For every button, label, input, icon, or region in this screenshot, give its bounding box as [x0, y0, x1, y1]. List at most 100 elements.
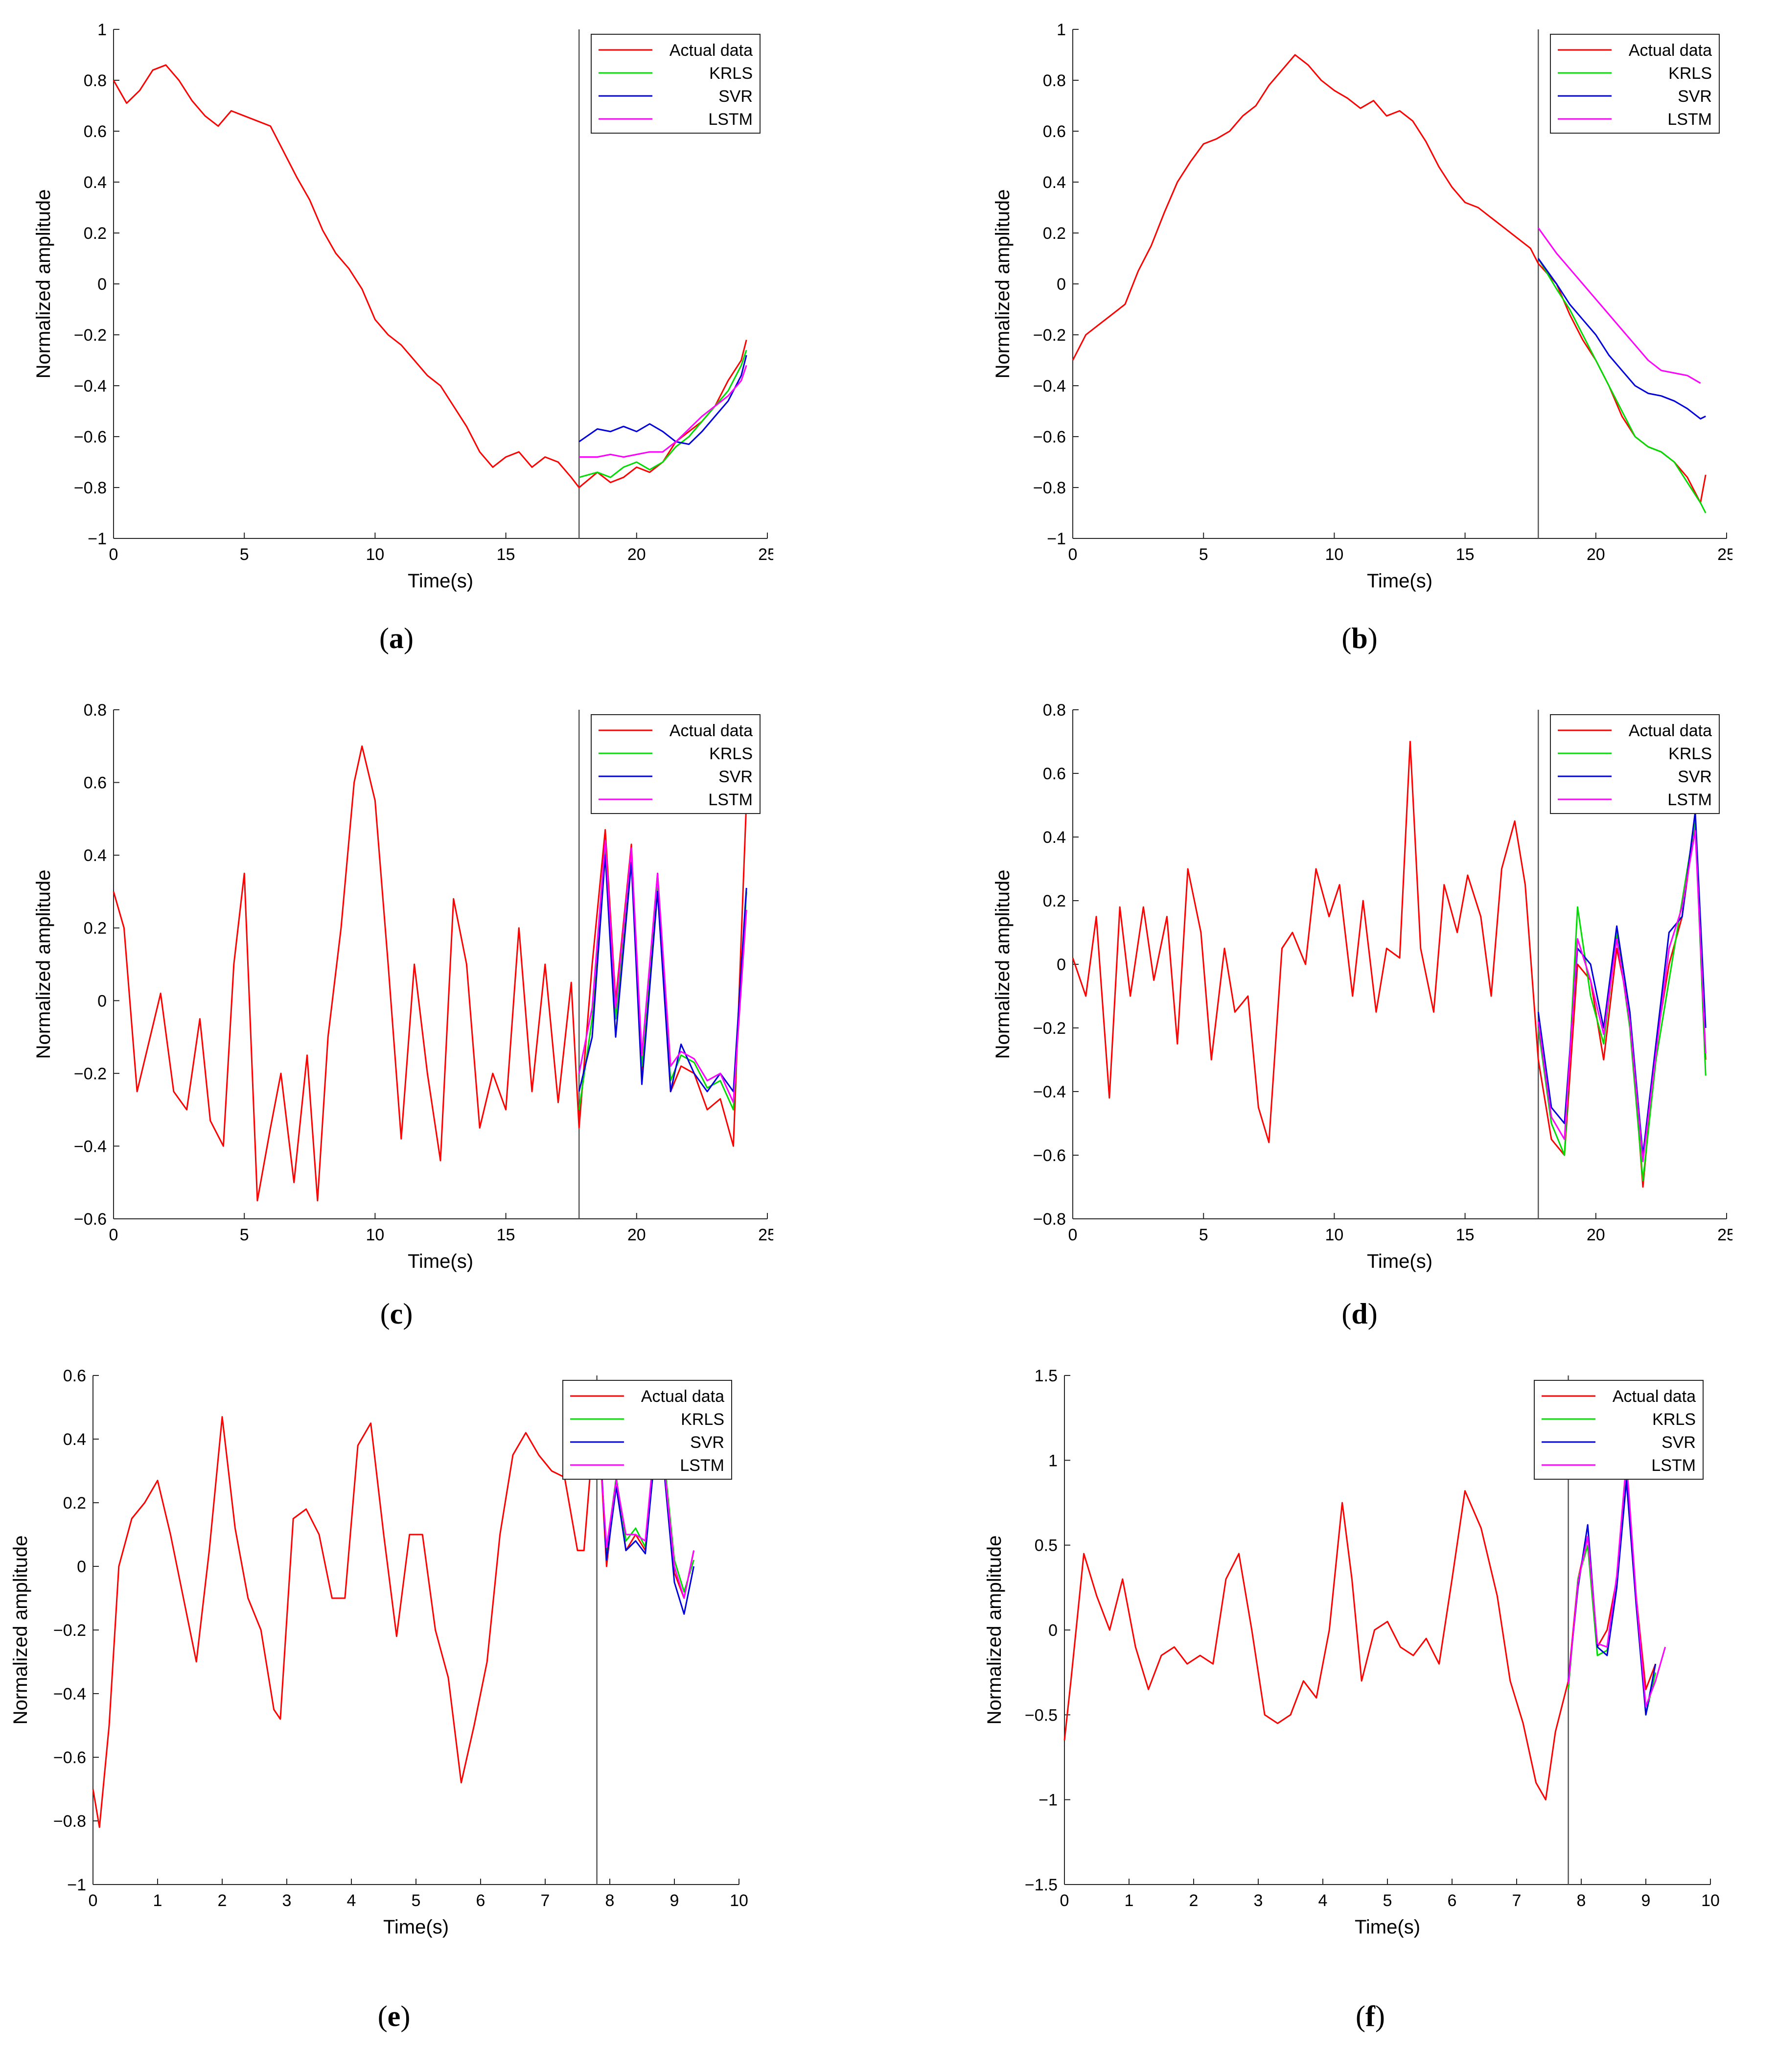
y-tick-label: 0 [1048, 1621, 1058, 1640]
y-tick-label: 0.4 [84, 173, 107, 192]
legend-entry-label: SVR [1678, 768, 1712, 786]
x-tick-label: 0 [109, 545, 118, 564]
legend-entry-label: Actual data [641, 1387, 724, 1406]
x-tick-label: 2 [218, 1891, 227, 1910]
series-line-svr [578, 355, 747, 445]
x-tick-label: 25 [758, 1226, 773, 1244]
legend-entry-label: LSTM [708, 791, 753, 809]
x-tick-label: 0 [1060, 1891, 1069, 1910]
y-tick-label: 0.6 [1043, 765, 1066, 783]
legend-entry-label: KRLS [1668, 745, 1712, 763]
x-tick-label: 0 [1068, 545, 1078, 564]
chart-panel-c: 0 5 10 15 20 25 −0.6 −0.4 −0.2 0 0.2 0.4 0.6 0.8 Time(… [33, 701, 773, 1272]
y-tick-label: 0.2 [1043, 892, 1066, 910]
series-line-svr [1568, 1480, 1657, 1716]
series-line-krls [1537, 258, 1707, 513]
series-line-lstm [596, 1407, 695, 1599]
x-tick-label: 15 [497, 545, 515, 564]
x-tick-label: 7 [541, 1891, 550, 1910]
caption-d: (d) [1341, 1298, 1378, 1330]
x-tick-label: 5 [1383, 1891, 1392, 1910]
legend-entry-label: SVR [690, 1433, 724, 1452]
legend-entry-label: KRLS [709, 64, 753, 83]
y-tick-label: 0.2 [84, 919, 107, 938]
x-tick-label: 6 [476, 1891, 485, 1910]
legend-entry-label: LSTM [1651, 1456, 1696, 1475]
legend-entry-label: LSTM [1667, 110, 1712, 129]
y-tick-label: 0 [1057, 955, 1066, 974]
legend-entry-label: SVR [718, 87, 753, 106]
x-tick-label: 20 [627, 1226, 646, 1244]
y-axis-label: Normalized amplitude [33, 870, 54, 1059]
y-tick-label: −0.6 [74, 428, 107, 446]
y-tick-label: 1.5 [1035, 1367, 1058, 1385]
y-axis-label: Normalized amplitude [992, 189, 1014, 379]
y-tick-label: −0.8 [1033, 1210, 1066, 1229]
x-axis-label: Time(s) [383, 1916, 449, 1938]
y-tick-label: 0.8 [1043, 71, 1066, 90]
x-tick-label: 5 [1199, 545, 1208, 564]
x-axis-label: Time(s) [408, 570, 473, 592]
y-tick-label: −0.4 [1033, 377, 1066, 396]
legend-box [591, 714, 761, 814]
series-line-lstm [1568, 1459, 1666, 1707]
y-tick-label: 0.4 [84, 846, 107, 865]
chart-panel-e: 0 1 2 3 4 5 6 7 8 9 10 −1 −0.8 −0.6 −0.4 −0.2 0 0.2 0.4 0.6… [10, 1367, 748, 1938]
x-tick-label: 8 [605, 1891, 615, 1910]
y-tick-label: −0.8 [53, 1812, 86, 1831]
y-tick-label: −1 [1047, 530, 1066, 548]
x-tick-label: 5 [1199, 1226, 1208, 1244]
caption-b: (b) [1341, 622, 1378, 654]
legend-entry-label: Actual data [669, 41, 753, 60]
legend-entry-label: SVR [1662, 1433, 1696, 1452]
x-tick-label: 10 [1325, 1226, 1343, 1244]
x-axis-label: Time(s) [408, 1251, 473, 1272]
x-tick-label: 10 [1701, 1891, 1720, 1910]
y-tick-label: −0.4 [53, 1685, 86, 1703]
series-line-svr [596, 1381, 695, 1615]
x-tick-label: 15 [1456, 545, 1475, 564]
y-tick-label: 0.6 [84, 122, 107, 141]
caption-f: (f) [1356, 2000, 1385, 2032]
legend-entry-label: SVR [718, 768, 753, 786]
y-tick-label: 0.8 [84, 71, 107, 90]
caption-c: (c) [380, 1298, 413, 1330]
x-tick-label: 20 [1587, 1226, 1605, 1244]
x-tick-label: 0 [1068, 1226, 1078, 1244]
legend-entry-label: KRLS [1668, 64, 1712, 83]
series-line-actual [1072, 741, 1707, 1188]
series-line-krls [578, 349, 747, 478]
x-tick-label: 9 [1641, 1891, 1651, 1910]
chart-panel-f: 0 1 2 3 4 5 6 7 8 9 10 −1.5 −1 −0.5 0 0.5 1 1.5 Time(s) Nor… [984, 1367, 1720, 1938]
y-tick-label: 0.2 [63, 1494, 86, 1513]
series-line-lstm [579, 365, 747, 458]
y-tick-label: 0.5 [1035, 1537, 1058, 1555]
y-tick-label: −0.6 [74, 1210, 107, 1229]
y-tick-label: −0.6 [1033, 428, 1066, 446]
legend-box [1534, 1380, 1704, 1480]
y-tick-label: 1 [1057, 21, 1066, 39]
series-line-actual [113, 64, 747, 489]
y-tick-label: 0.6 [1043, 122, 1066, 141]
y-axis-label: Normalized amplitude [33, 189, 54, 379]
y-tick-label: −0.6 [1033, 1146, 1066, 1165]
y-tick-label: −0.2 [1033, 326, 1066, 345]
x-tick-label: 6 [1448, 1891, 1457, 1910]
y-tick-label: −0.4 [74, 377, 107, 396]
y-tick-label: 0 [77, 1558, 86, 1576]
y-tick-label: −0.4 [1033, 1083, 1066, 1101]
y-axis-label: Normalized amplitude [992, 870, 1014, 1059]
legend-box [562, 1380, 732, 1480]
x-tick-label: 10 [730, 1891, 748, 1910]
legend-entry-label: LSTM [1667, 791, 1712, 809]
x-tick-label: 15 [1456, 1226, 1475, 1244]
y-tick-label: 0.4 [1043, 828, 1066, 847]
y-tick-label: 0.6 [63, 1367, 86, 1385]
x-tick-label: 3 [1254, 1891, 1263, 1910]
series-line-actual [1063, 1468, 1657, 1801]
y-tick-label: −1.5 [1025, 1876, 1058, 1894]
y-tick-label: 1 [97, 21, 107, 39]
y-tick-label: −0.2 [74, 1065, 107, 1083]
x-tick-label: 5 [240, 1226, 249, 1244]
